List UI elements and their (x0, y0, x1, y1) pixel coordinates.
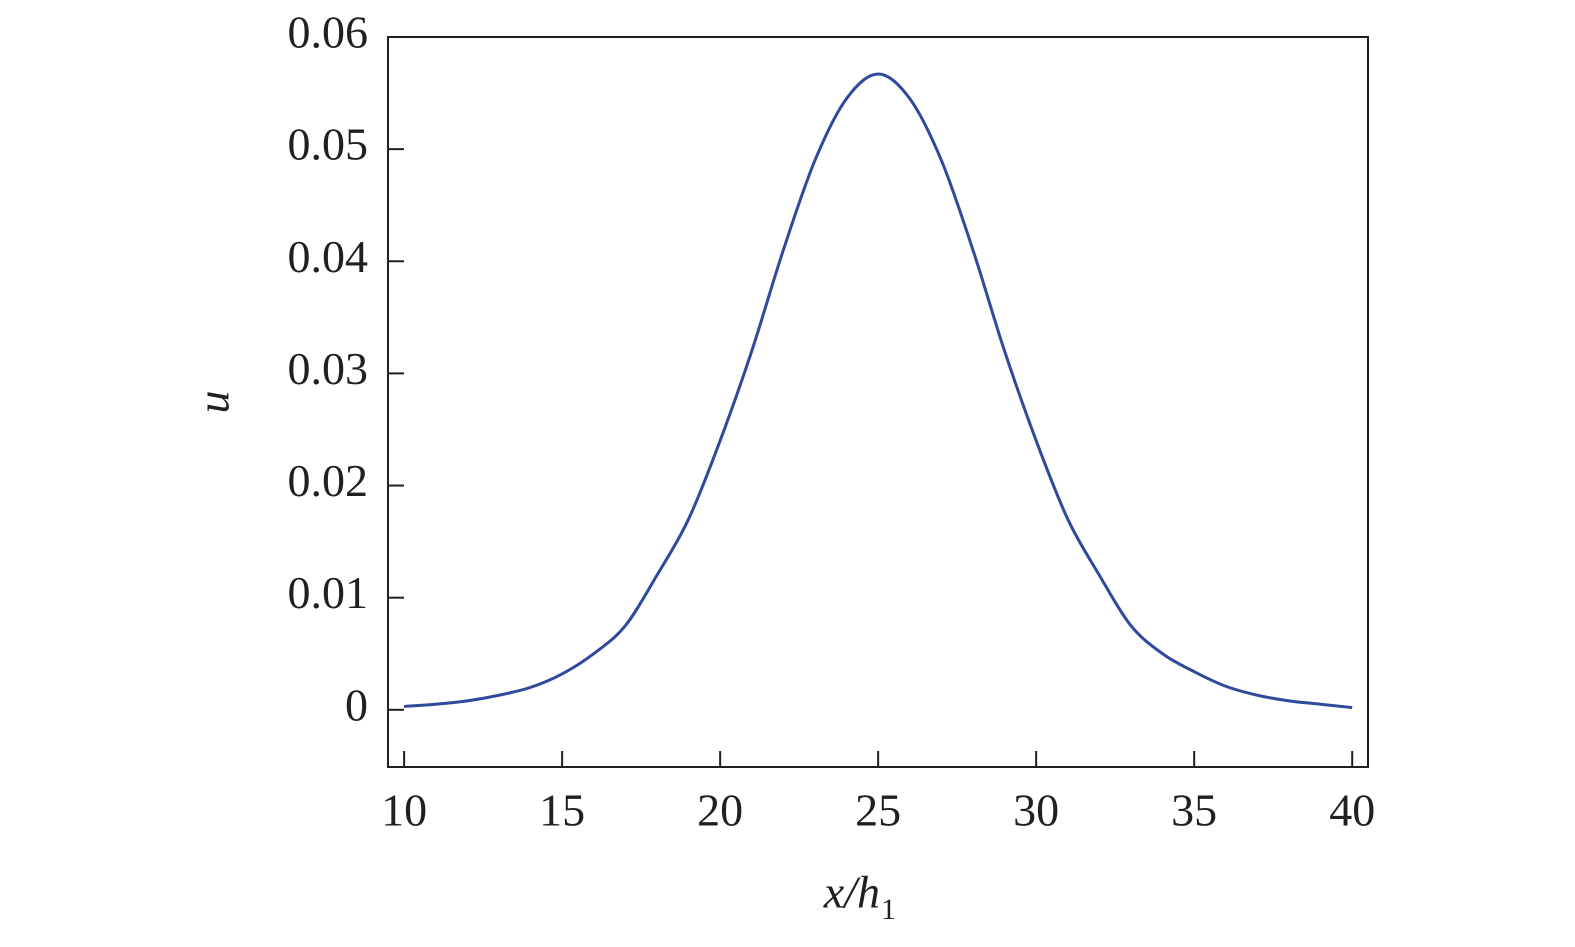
x-tick-label: 15 (539, 785, 585, 836)
plot-frame (387, 36, 1369, 768)
y-tick-label: 0 (345, 679, 368, 730)
x-tick-label: 40 (1329, 785, 1375, 836)
data-line (404, 72, 1353, 710)
y-tick-label: 0.01 (288, 567, 369, 618)
x-tick-label: 20 (697, 785, 743, 836)
x-tick-label: 10 (381, 785, 427, 836)
y-tick-label: 0.05 (288, 119, 369, 170)
x-tick-label: 35 (1171, 785, 1217, 836)
x-tick-label: 25 (855, 785, 901, 836)
x-axis-label: x/h (823, 867, 880, 918)
y-tick-label: 0.03 (288, 343, 369, 394)
y-tick-label: 0.04 (288, 231, 369, 282)
y-axis-label: u (188, 391, 239, 414)
x-tick-label: 30 (1013, 785, 1059, 836)
y-tick-label: 0.06 (288, 7, 369, 58)
x-axis-label-subscript: 1 (881, 893, 896, 926)
y-tick-label: 0.02 (288, 455, 369, 506)
